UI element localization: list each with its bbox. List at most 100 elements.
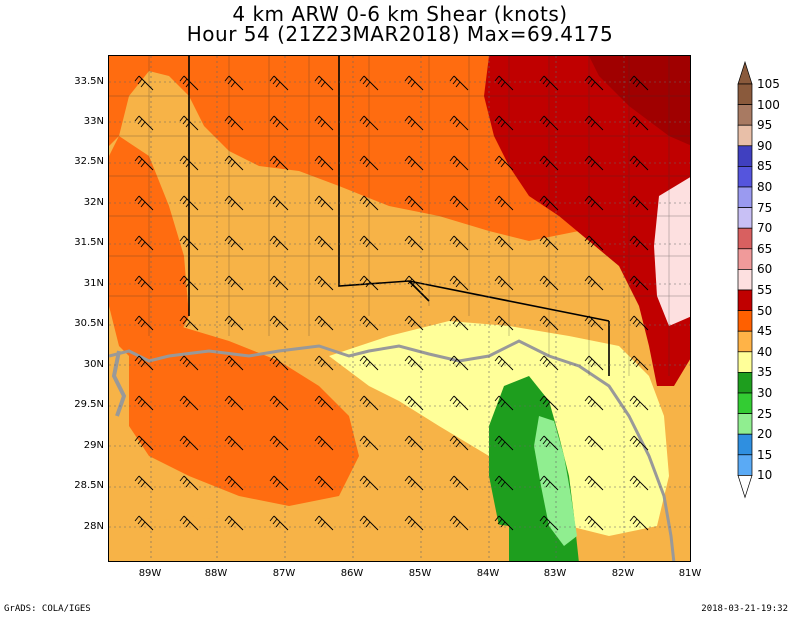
- wind-barb: [494, 515, 514, 531]
- lon-label-4: 85W: [408, 568, 432, 579]
- colorbar-swatch-2: [737, 124, 753, 147]
- wind-barb: [404, 275, 424, 291]
- lat-label-6: 30.5N: [74, 318, 104, 329]
- wind-barb: [539, 75, 559, 91]
- wind-barb: [269, 395, 289, 411]
- wind-barb: [404, 195, 424, 211]
- wind-barb: [269, 155, 289, 171]
- wind-barb: [269, 435, 289, 451]
- colorbar-label-90: 90: [757, 138, 773, 153]
- footer-timestamp: 2018-03-21-19:32: [701, 604, 788, 614]
- coastline: [109, 339, 676, 561]
- wind-barb: [629, 355, 649, 371]
- wind-barb: [584, 155, 604, 171]
- wind-barb: [134, 435, 154, 451]
- wind-barb: [269, 75, 289, 91]
- wind-barb: [539, 355, 559, 371]
- wind-barb: [269, 235, 289, 251]
- wind-barbs: [134, 75, 649, 531]
- wind-barb: [494, 275, 514, 291]
- chart-title-line1: 4 km ARW 0-6 km Shear (knots): [232, 2, 568, 26]
- wind-barb: [629, 315, 649, 331]
- footer-credit: GrADS: COLA/IGES: [4, 604, 91, 614]
- wind-barb: [134, 515, 154, 531]
- wind-barb: [179, 475, 199, 491]
- wind-barb: [314, 115, 334, 131]
- wind-barb: [179, 235, 199, 251]
- colorbar-swatch-9: [737, 269, 753, 291]
- shear-map: [108, 55, 691, 562]
- colorbar-bottom-arrow: [737, 475, 753, 499]
- colorbar-swatch-12: [737, 330, 753, 353]
- wind-barb: [314, 195, 334, 211]
- colorbar-label-100: 100: [757, 97, 780, 112]
- wind-barb: [629, 435, 649, 451]
- colorbar-label-35: 35: [757, 365, 773, 380]
- wind-barb: [359, 155, 379, 171]
- wind-barb: [404, 115, 424, 131]
- wind-barb: [629, 195, 649, 211]
- shear-region-25: [534, 416, 577, 546]
- colorbar-swatch-13: [737, 351, 753, 373]
- wind-barb: [134, 75, 154, 91]
- shear-region-60-coast: [654, 177, 690, 326]
- wind-barb: [179, 115, 199, 131]
- wind-barb: [539, 155, 559, 171]
- wind-barb: [494, 315, 514, 331]
- wind-barb: [449, 395, 469, 411]
- colorbar-label-30: 30: [757, 386, 773, 400]
- colorbar-label-80: 80: [757, 180, 773, 194]
- colorbar-swatch-17: [737, 433, 753, 456]
- wind-barb: [314, 75, 334, 91]
- wind-barb: [584, 355, 604, 371]
- wind-barb: [539, 475, 559, 491]
- wind-barb: [629, 155, 649, 171]
- colorbar-swatch-3: [737, 145, 753, 167]
- colorbar-label-55: 55: [757, 283, 773, 297]
- wind-barb: [224, 115, 244, 131]
- lon-label-8: 81W: [678, 568, 702, 579]
- wind-barb: [539, 315, 559, 331]
- wind-barb: [449, 155, 469, 171]
- wind-barb: [359, 315, 379, 331]
- wind-barb: [494, 75, 514, 91]
- wind-barb: [629, 395, 649, 411]
- colorbar-swatch-14: [737, 372, 753, 394]
- shear-region-45-gulf: [124, 516, 509, 561]
- wind-barb: [269, 195, 289, 211]
- wind-barb: [494, 475, 514, 491]
- wind-barb: [449, 195, 469, 211]
- wind-barb: [404, 155, 424, 171]
- wind-barb: [584, 395, 604, 411]
- wind-barb: [359, 355, 379, 371]
- lat-label-7: 30N: [83, 359, 104, 370]
- colorbar-swatch-11: [737, 310, 753, 332]
- wind-barb: [449, 515, 469, 531]
- wind-barb: [584, 515, 604, 531]
- wind-barb: [539, 235, 559, 251]
- shear-region-50-gulf: [129, 326, 359, 506]
- wind-barb: [584, 195, 604, 211]
- colorbar-label-45: 45: [757, 324, 773, 339]
- wind-barb: [359, 235, 379, 251]
- wind-barb: [269, 515, 289, 531]
- wind-barb: [359, 115, 379, 131]
- wind-barb: [494, 195, 514, 211]
- wind-barb: [359, 275, 379, 291]
- wind-barb: [359, 515, 379, 531]
- wind-barb: [314, 355, 334, 371]
- wind-barb: [314, 235, 334, 251]
- wind-barb: [269, 275, 289, 291]
- wind-barb: [449, 475, 469, 491]
- wind-barb: [314, 515, 334, 531]
- colorbar-label-105: 105: [757, 77, 780, 91]
- wind-barb: [134, 275, 154, 291]
- state-borders: [188, 56, 610, 376]
- wind-barb: [359, 435, 379, 451]
- wind-barb: [179, 355, 199, 371]
- wind-barb: [629, 115, 649, 131]
- colorbar-swatch-1: [737, 104, 753, 126]
- wind-barb: [404, 315, 424, 331]
- shear-map-svg: [109, 56, 690, 561]
- wind-barb: [584, 235, 604, 251]
